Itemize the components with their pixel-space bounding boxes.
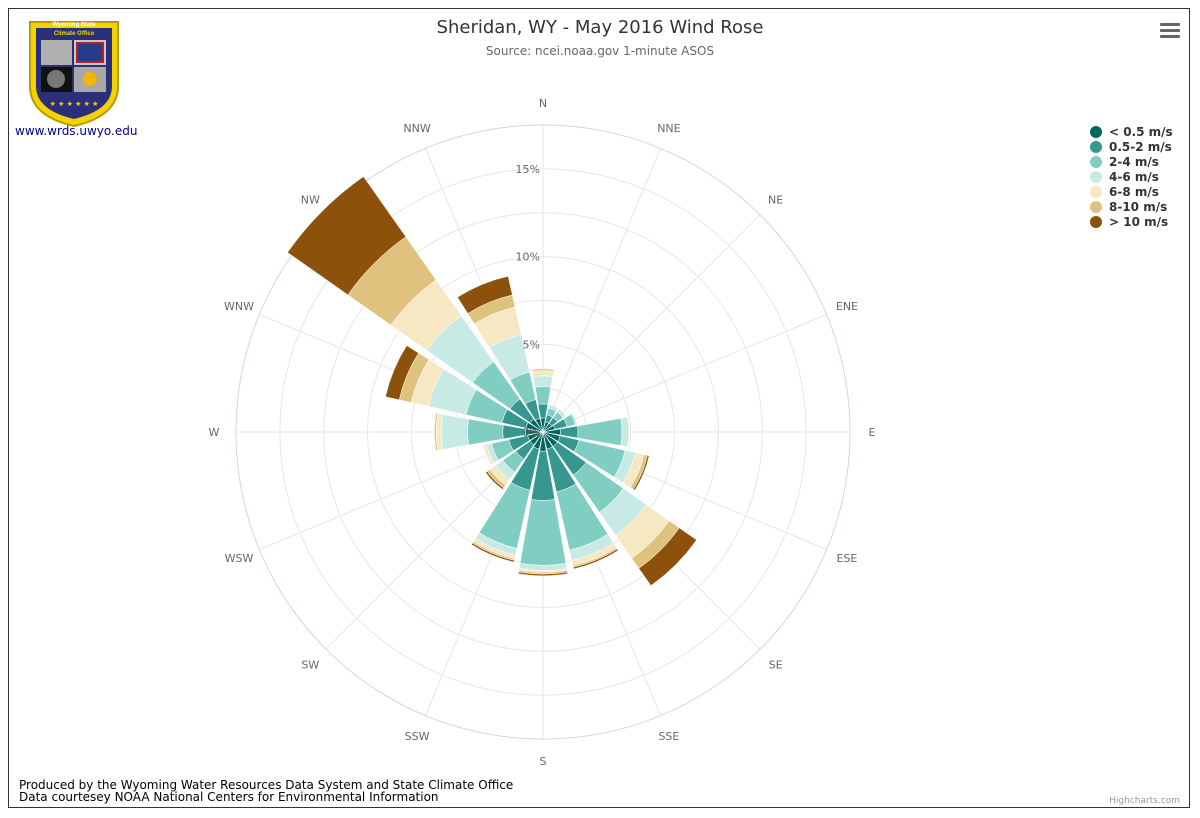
grid-spoke	[542, 314, 827, 433]
bar-ENE-series-3[interactable]	[570, 412, 578, 426]
svg-text:Climate Office: Climate Office	[54, 31, 95, 37]
bar-NE-series-3[interactable]	[556, 408, 567, 419]
bar-N-series-2[interactable]	[534, 386, 552, 405]
direction-label-SSW: SSW	[405, 730, 430, 743]
bar-S-series-6[interactable]	[517, 571, 569, 577]
svg-text:Wyoming State: Wyoming State	[52, 22, 96, 28]
direction-label-N: N	[539, 97, 547, 110]
bar-W-series-3[interactable]	[441, 414, 469, 450]
website-link[interactable]: www.wrds.uwyo.edu	[15, 124, 138, 138]
outer-circle	[235, 124, 851, 740]
legend-marker-0[interactable]	[1090, 126, 1102, 138]
direction-label-ESE: ESE	[837, 552, 858, 565]
wind-bars	[287, 176, 697, 586]
direction-label-ENE: ENE	[836, 300, 858, 313]
tick-label-15: 15%	[516, 163, 540, 176]
bar-SSW-series-6[interactable]	[471, 542, 515, 563]
legend-label-0[interactable]: < 0.5 m/s	[1109, 125, 1173, 139]
legend-marker-2[interactable]	[1090, 156, 1102, 168]
tick-label-0: 0%	[523, 426, 540, 439]
grid-spoke	[542, 148, 661, 433]
chart-title: Sheridan, WY - May 2016 Wind Rose	[437, 17, 764, 38]
legend-marker-5[interactable]	[1090, 201, 1102, 213]
bar-SSE-series-6[interactable]	[572, 548, 619, 570]
bar-N-series-5[interactable]	[531, 368, 555, 372]
legend-label-3[interactable]: 4-6 m/s	[1109, 170, 1159, 184]
legend-marker-4[interactable]	[1090, 186, 1102, 198]
footer-line-2: Data courtesey NOAA National Centers for…	[19, 790, 439, 804]
radial-ticks: 0% 5% 10% 15%	[516, 163, 540, 439]
direction-label-SSE: SSE	[658, 730, 679, 743]
legend-label-2[interactable]: 2-4 m/s	[1109, 155, 1159, 169]
direction-label-SE: SE	[769, 659, 783, 672]
tick-label-10: 10%	[516, 251, 540, 264]
legend-marker-6[interactable]	[1090, 216, 1102, 228]
highcharts-credits[interactable]: Highcharts.com	[1109, 796, 1180, 806]
bar-S-series-2[interactable]	[519, 499, 567, 566]
grid-spoke	[542, 214, 761, 433]
bar-N-series-4[interactable]	[532, 370, 554, 377]
bar-WSW-series-4[interactable]	[482, 444, 495, 466]
direction-label-WSW: WSW	[225, 552, 254, 565]
bar-SW-series-6[interactable]	[485, 470, 505, 490]
bar-NW-series-6[interactable]	[287, 176, 407, 296]
chart-subtitle: Source: ncei.noaa.gov 1-minute ASOS	[486, 44, 714, 58]
direction-labels: N NNE NE ENE E ESE SE SSE S SSW SW WSW W WNW NW NNW	[209, 97, 876, 768]
legend-label-1[interactable]: 0.5-2 m/s	[1109, 140, 1172, 154]
tick-label-5: 5%	[523, 338, 540, 351]
direction-label-SW: SW	[301, 659, 319, 672]
bar-NNW-series-6[interactable]	[457, 275, 513, 314]
bar-W-series-2[interactable]	[467, 418, 504, 446]
direction-label-S: S	[540, 755, 547, 768]
bar-E-series-3[interactable]	[620, 416, 630, 448]
legend-label-6[interactable]: > 10 m/s	[1109, 215, 1168, 229]
bar-NNE-series-3[interactable]	[548, 404, 559, 412]
bar-N-series-3[interactable]	[533, 375, 553, 388]
bar-W-series-5[interactable]	[434, 413, 438, 451]
direction-label-NE: NE	[768, 193, 783, 206]
hamburger-menu-icon[interactable]	[1158, 20, 1182, 42]
chart-frame	[8, 8, 1190, 808]
direction-label-W: W	[209, 426, 220, 439]
bar-WNW-series-6[interactable]	[385, 345, 419, 401]
direction-label-NW: NW	[301, 193, 320, 206]
wyoming-climate-office-logo-icon: Wyoming State Climate Office ★ ★ ★ ★ ★ ★	[29, 21, 119, 128]
direction-label-WNW: WNW	[224, 300, 254, 313]
direction-label-NNE: NNE	[657, 122, 680, 135]
direction-label-NNW: NNW	[403, 122, 430, 135]
direction-label-E: E	[869, 426, 876, 439]
legend-marker-1[interactable]	[1090, 141, 1102, 153]
bar-SE-series-6[interactable]	[638, 527, 697, 586]
legend-label-5[interactable]: 8-10 m/s	[1109, 200, 1167, 214]
legend-label-4[interactable]: 6-8 m/s	[1109, 185, 1159, 199]
svg-text:★ ★ ★ ★ ★ ★: ★ ★ ★ ★ ★ ★	[50, 100, 99, 108]
legend-marker-3[interactable]	[1090, 171, 1102, 183]
bar-ESE-series-6[interactable]	[633, 455, 650, 491]
footer-line-1: Produced by the Wyoming Water Resources …	[19, 778, 514, 792]
legend: < 0.5 m/s0.5-2 m/s2-4 m/s4-6 m/s6-8 m/s8…	[1090, 125, 1173, 229]
